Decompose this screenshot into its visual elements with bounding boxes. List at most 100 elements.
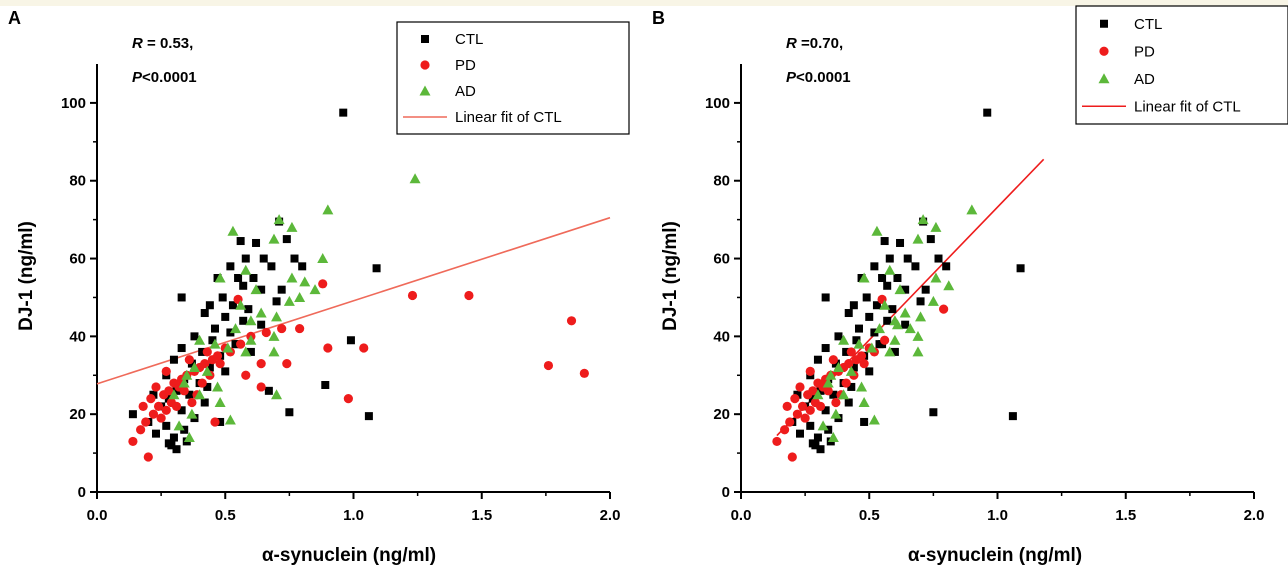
data-point-ctl — [285, 408, 294, 417]
data-point-pd — [161, 405, 171, 415]
data-point-pd — [295, 323, 305, 334]
data-point-ad — [894, 284, 906, 295]
r-symbol-b: R — [786, 35, 797, 52]
data-point-ctl — [298, 262, 307, 271]
data-point-ad — [927, 295, 939, 306]
panel-a: A R = 0.53, P<0.0001 α-synuclein (ng/ml)… — [8, 8, 630, 566]
data-point-ad — [874, 323, 886, 334]
data-point-pd — [210, 417, 220, 427]
data-point-ad — [912, 233, 924, 244]
data-point-ad — [845, 365, 857, 376]
legend-label: CTL — [1134, 16, 1162, 33]
data-point-pd — [800, 413, 810, 423]
legend-label: PD — [1134, 43, 1155, 60]
data-point-ad — [912, 330, 924, 341]
data-point-ad — [201, 365, 213, 376]
data-point-ctl — [221, 367, 230, 376]
linear-fit-line-a — [96, 216, 611, 385]
data-point-ctl — [903, 254, 912, 263]
data-point-ad — [812, 389, 824, 400]
data-point-ctl — [267, 262, 276, 271]
data-point-ad — [889, 334, 901, 345]
data-point-ad — [825, 369, 837, 380]
data-point-pd — [151, 382, 161, 392]
data-point-ctl — [346, 336, 355, 345]
data-point-pd — [261, 327, 271, 338]
data-point-ctl — [926, 235, 935, 244]
data-point-ad — [212, 381, 224, 392]
data-point-pd — [772, 436, 782, 447]
y-tick-label: 20 — [69, 406, 86, 423]
data-point-ad — [309, 284, 321, 295]
data-point-ctl — [221, 312, 230, 321]
data-point-ctl — [883, 281, 892, 290]
data-point-pd — [805, 405, 815, 415]
data-point-ad — [250, 284, 262, 295]
data-point-ctl — [290, 254, 299, 263]
data-point-ad — [235, 299, 247, 310]
data-point-ctl — [208, 336, 217, 345]
data-point-ctl — [236, 237, 245, 246]
data-point-ad — [168, 389, 180, 400]
data-point-ctl — [816, 386, 825, 395]
data-point-pd — [823, 386, 833, 396]
data-point-pd — [215, 359, 225, 369]
data-point-ctl — [916, 297, 925, 306]
data-point-pd — [241, 370, 251, 380]
data-point-ctl — [880, 237, 889, 246]
series-pd-a — [128, 279, 589, 462]
legend-b: CTL PD AD Linear fit of CTL — [1075, 5, 1288, 125]
data-point-ctl — [795, 429, 804, 438]
data-point-ctl — [860, 417, 869, 426]
x-axis-label-b: α-synuclein (ng/ml) — [908, 545, 1082, 566]
data-point-ad — [214, 272, 226, 283]
legend-marker-pd — [1099, 46, 1109, 56]
data-point-ctl — [162, 421, 171, 430]
data-point-ctl — [849, 301, 858, 310]
data-point-ctl — [1016, 264, 1025, 273]
data-point-ctl — [942, 262, 951, 271]
data-point-ad — [832, 361, 844, 372]
data-point-ad — [838, 334, 850, 345]
data-point-pd — [831, 397, 841, 408]
data-point-ad — [830, 408, 842, 419]
data-point-ad — [822, 377, 834, 388]
data-point-ad — [917, 214, 929, 225]
data-point-ctl — [167, 441, 176, 450]
data-point-ad — [286, 221, 298, 232]
data-point-ctl — [169, 433, 178, 442]
data-point-pd — [236, 339, 246, 349]
data-point-pd — [543, 360, 554, 371]
data-point-pd — [785, 417, 795, 427]
data-point-pd — [143, 452, 153, 462]
data-point-ctl — [849, 363, 858, 372]
data-point-pd — [782, 401, 792, 411]
data-point-ctl — [888, 305, 897, 314]
data-point-ctl — [875, 340, 884, 349]
data-point-ctl — [200, 309, 209, 318]
data-point-ad — [173, 420, 185, 431]
data-point-pd — [136, 425, 146, 435]
p-value-a: <0.0001 — [142, 69, 197, 86]
data-point-pd — [464, 290, 474, 301]
x-tick-label: 0.0 — [731, 507, 752, 524]
y-tick-label: 0 — [78, 484, 86, 501]
data-point-pd — [856, 351, 867, 361]
data-point-ad — [194, 389, 206, 400]
data-point-pd — [187, 397, 197, 408]
x-axis-label-a: α-synuclein (ng/ml) — [262, 545, 436, 566]
data-point-ctl — [821, 344, 830, 353]
data-point-ctl — [885, 254, 894, 263]
data-point-ctl — [816, 445, 825, 454]
data-point-pd — [323, 343, 333, 353]
data-point-pd — [808, 386, 818, 396]
data-point-ctl — [231, 340, 240, 349]
data-point-pd — [787, 452, 797, 462]
stats-r-line-a: R = 0.53, — [132, 35, 193, 52]
data-point-ctl — [339, 108, 348, 117]
data-point-ctl — [806, 421, 815, 430]
y-tick-label: 80 — [69, 173, 86, 190]
data-point-pd — [359, 343, 369, 353]
data-point-ctl — [172, 445, 181, 454]
